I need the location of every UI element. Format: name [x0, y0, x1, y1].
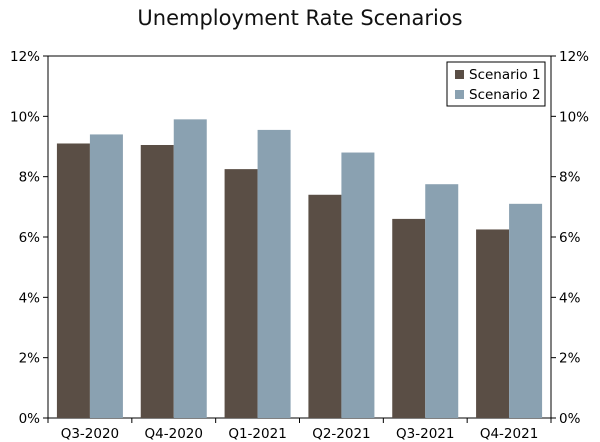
- bar-scenario-2-q4-2020: [173, 119, 207, 418]
- y-tick-label-right: 10%: [559, 109, 589, 125]
- bar-scenario-1-q1-2021: [224, 169, 258, 418]
- legend-swatch-scenario-1: [455, 70, 464, 79]
- chart-title: Unemployment Rate Scenarios: [137, 6, 463, 30]
- y-tick-label-left: 2%: [19, 351, 41, 367]
- y-tick-label-left: 8%: [19, 170, 41, 186]
- x-tick-label: Q1-2021: [228, 426, 286, 442]
- y-axis-right: 0% 2% 4% 6% 8% 10% 12%: [551, 49, 589, 427]
- bar-scenario-1-q2-2021: [308, 194, 342, 418]
- y-tick-label-left: 10%: [10, 109, 40, 125]
- bar-scenario-2-q1-2021: [257, 129, 291, 419]
- x-tick-label: Q4-2021: [480, 426, 538, 442]
- legend-label-scenario-2: Scenario 2: [469, 87, 541, 103]
- bars-group: [56, 119, 543, 419]
- y-axis-left: 0% 2% 4% 6% 8% 10% 12%: [10, 49, 48, 427]
- y-tick-label-left: 12%: [10, 49, 40, 65]
- x-tick-label: Q3-2021: [396, 426, 454, 442]
- y-tick-label-right: 2%: [559, 351, 581, 367]
- bar-scenario-2-q3-2020: [89, 134, 123, 418]
- x-tick-label: Q3-2020: [61, 426, 119, 442]
- x-axis: Q3-2020 Q4-2020 Q1-2021 Q2-2021 Q3-2021 Q4-20…: [47, 418, 552, 442]
- bar-scenario-2-q2-2021: [341, 152, 375, 419]
- plot-area: [47, 55, 552, 419]
- bar-scenario-1-q3-2021: [392, 218, 426, 418]
- bar-scenario-2-q4-2021: [509, 203, 543, 418]
- legend: Scenario 1 Scenario 2: [446, 61, 546, 107]
- bar-scenario-2-q3-2021: [425, 184, 459, 418]
- y-tick-label-left: 6%: [19, 230, 41, 246]
- y-tick-label-right: 12%: [559, 49, 589, 65]
- bar-scenario-1-q4-2020: [140, 144, 174, 418]
- x-tick-label: Q4-2020: [145, 426, 203, 442]
- y-tick-label-right: 0%: [559, 411, 581, 427]
- x-tick-label: Q2-2021: [312, 426, 370, 442]
- bar-scenario-1-q3-2020: [56, 143, 90, 418]
- bar-scenario-1-q4-2021: [476, 229, 510, 418]
- y-tick-label-right: 4%: [559, 290, 581, 306]
- y-tick-label-right: 6%: [559, 230, 581, 246]
- legend-swatch-scenario-2: [455, 90, 464, 99]
- legend-label-scenario-1: Scenario 1: [469, 67, 541, 83]
- y-tick-label-left: 0%: [19, 411, 41, 427]
- y-tick-label-right: 8%: [559, 170, 581, 186]
- y-tick-label-left: 4%: [19, 290, 41, 306]
